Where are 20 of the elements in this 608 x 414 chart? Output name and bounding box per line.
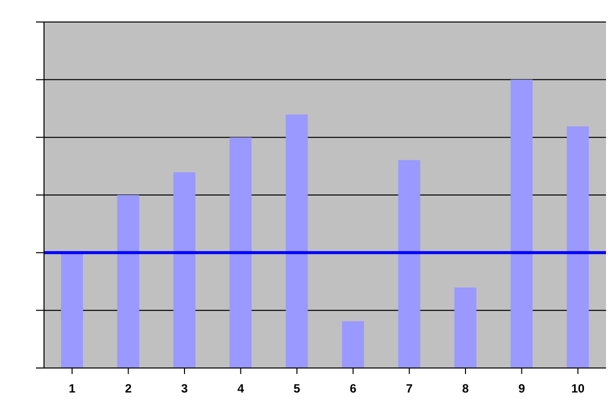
x-tick-label: 5: [294, 382, 301, 396]
bar: [117, 195, 140, 368]
bar: [61, 252, 83, 368]
x-tick-label: 6: [350, 382, 357, 396]
bar: [230, 137, 252, 368]
x-tick-label: 10: [571, 382, 585, 396]
x-tick-label: 3: [181, 382, 188, 396]
x-tick-label: 7: [406, 382, 413, 396]
x-tick-label: 9: [518, 382, 526, 396]
x-tick-label: 8: [462, 382, 470, 396]
x-tick-label: 4: [237, 382, 244, 396]
bar: [398, 160, 420, 368]
x-tick-label: 1: [68, 382, 76, 396]
bar: [342, 321, 364, 368]
bar: [566, 126, 589, 368]
bar: [173, 172, 196, 368]
bar: [510, 80, 533, 368]
bar: [286, 114, 308, 368]
bar: [454, 288, 476, 368]
x-tick-label: 2: [124, 382, 132, 396]
